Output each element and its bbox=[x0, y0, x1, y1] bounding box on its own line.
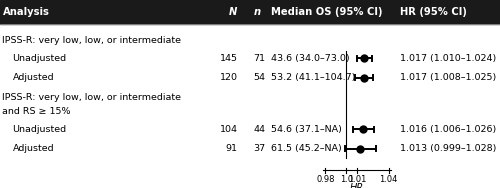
Text: IPSS-R: very low, low, or intermediate: IPSS-R: very low, low, or intermediate bbox=[2, 93, 182, 102]
Text: and RS ≥ 15%: and RS ≥ 15% bbox=[2, 107, 71, 116]
Text: 120: 120 bbox=[220, 73, 238, 82]
Text: Median OS (95% CI): Median OS (95% CI) bbox=[271, 7, 382, 17]
Text: 104: 104 bbox=[220, 125, 238, 134]
Text: 44: 44 bbox=[253, 125, 265, 134]
Text: n: n bbox=[254, 7, 261, 17]
Text: 54: 54 bbox=[253, 73, 265, 82]
Text: 1.013 (0.999–1.028): 1.013 (0.999–1.028) bbox=[400, 144, 496, 153]
Text: 71: 71 bbox=[253, 54, 265, 63]
Text: Adjusted: Adjusted bbox=[12, 73, 54, 82]
Text: N: N bbox=[228, 7, 236, 17]
Text: 1.01: 1.01 bbox=[348, 175, 366, 184]
Text: 1.04: 1.04 bbox=[380, 175, 398, 184]
Text: HR (95% CI): HR (95% CI) bbox=[400, 7, 467, 17]
Text: 1.016 (1.006–1.026): 1.016 (1.006–1.026) bbox=[400, 125, 496, 134]
Text: IPSS-R: very low, low, or intermediate: IPSS-R: very low, low, or intermediate bbox=[2, 36, 182, 45]
Text: 0.98: 0.98 bbox=[316, 175, 334, 184]
Text: 53.2 (41.1–104.7): 53.2 (41.1–104.7) bbox=[271, 73, 355, 82]
Text: 43.6 (34.0–73.0): 43.6 (34.0–73.0) bbox=[271, 54, 349, 63]
Text: 37: 37 bbox=[253, 144, 265, 153]
Text: Unadjusted: Unadjusted bbox=[12, 54, 66, 63]
Text: 54.6 (37.1–NA): 54.6 (37.1–NA) bbox=[271, 125, 342, 134]
Text: 91: 91 bbox=[226, 144, 237, 153]
Text: 1.017 (1.010–1.024): 1.017 (1.010–1.024) bbox=[400, 54, 496, 63]
Text: HR: HR bbox=[350, 183, 364, 188]
Text: Analysis: Analysis bbox=[2, 7, 50, 17]
Text: 145: 145 bbox=[220, 54, 238, 63]
Text: 1.0: 1.0 bbox=[340, 175, 353, 184]
Text: Unadjusted: Unadjusted bbox=[12, 125, 66, 134]
Text: 1.017 (1.008–1.025): 1.017 (1.008–1.025) bbox=[400, 73, 496, 82]
Text: 61.5 (45.2–NA): 61.5 (45.2–NA) bbox=[271, 144, 342, 153]
Bar bbox=[0, 0, 500, 24]
Text: Adjusted: Adjusted bbox=[12, 144, 54, 153]
